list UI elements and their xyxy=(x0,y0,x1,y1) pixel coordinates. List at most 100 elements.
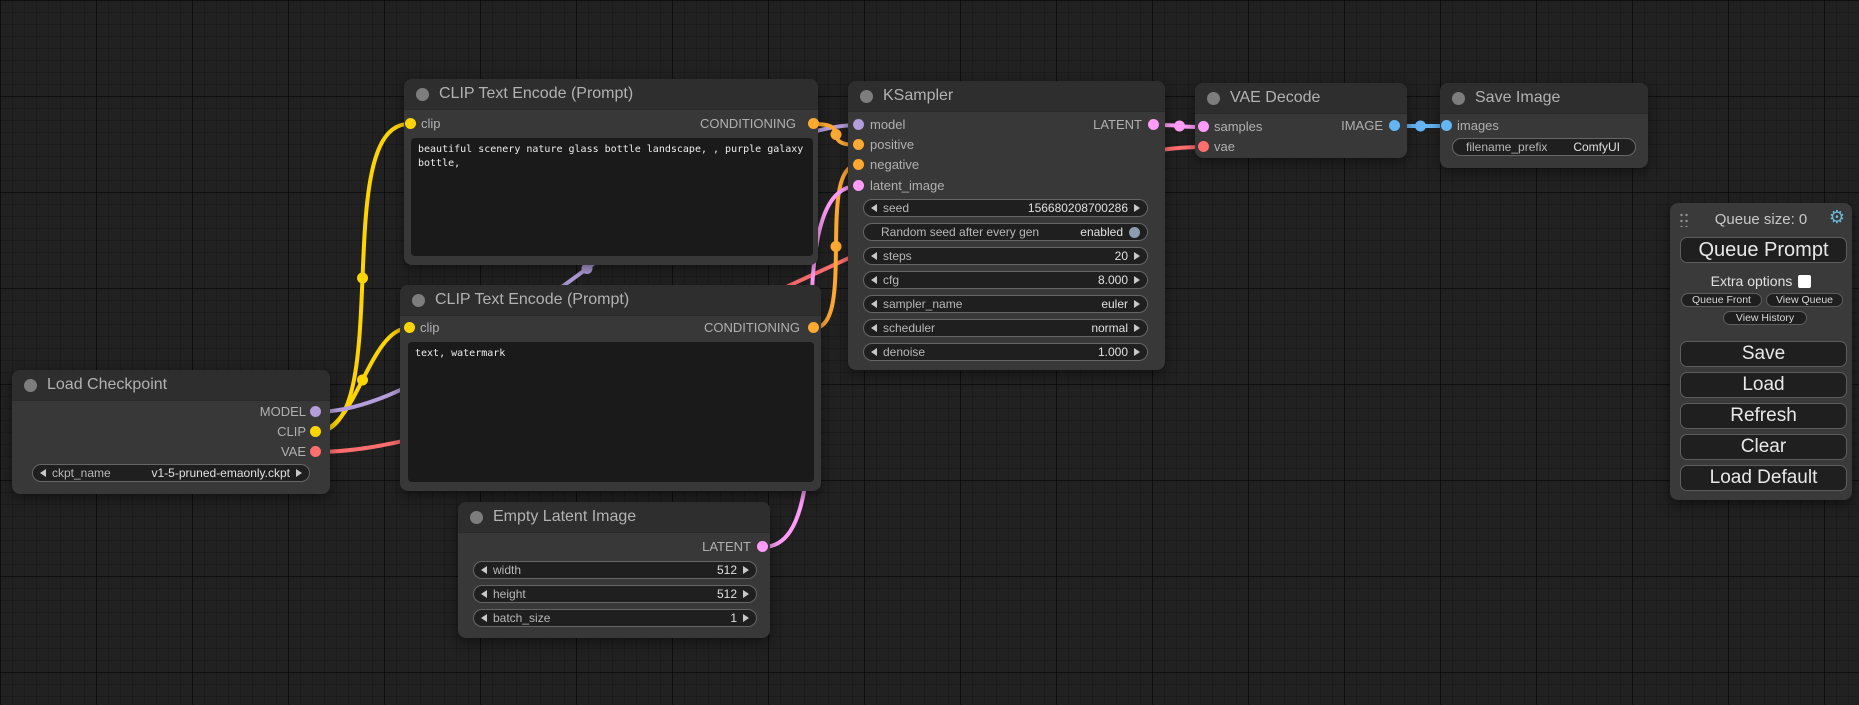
increment-arrow-icon[interactable] xyxy=(1134,276,1140,284)
collapse-dot-icon[interactable] xyxy=(1207,91,1220,105)
seed-widget[interactable]: seed 156680208700286 xyxy=(863,199,1148,217)
output-slot-image[interactable] xyxy=(1389,120,1400,131)
load-button[interactable]: Load xyxy=(1680,372,1847,398)
drag-handle-icon[interactable] xyxy=(1679,212,1688,227)
queue-front-button[interactable]: Queue Front xyxy=(1681,293,1762,307)
clear-button[interactable]: Clear xyxy=(1680,434,1847,460)
increment-arrow-icon[interactable] xyxy=(1134,300,1140,308)
batch-size-widget[interactable]: batch_size 1 xyxy=(473,609,757,627)
ckpt-name-widget[interactable]: ckpt_name v1-5-pruned-emaonly.ckpt xyxy=(32,464,310,482)
decrement-arrow-icon[interactable] xyxy=(481,566,487,574)
output-slot-latent[interactable] xyxy=(757,541,768,552)
input-slot-vae[interactable] xyxy=(1198,141,1209,152)
output-slot-model[interactable] xyxy=(310,406,321,417)
output-slot-conditioning[interactable] xyxy=(808,118,819,129)
input-slot-samples[interactable] xyxy=(1198,121,1209,132)
input-slot-positive[interactable] xyxy=(853,139,864,150)
increment-arrow-icon[interactable] xyxy=(1134,204,1140,212)
input-slot-clip[interactable] xyxy=(404,322,415,333)
cfg-widget[interactable]: cfg 8.000 xyxy=(863,271,1148,289)
prompt-textarea[interactable]: text, watermark xyxy=(408,342,814,482)
decrement-arrow-icon[interactable] xyxy=(40,469,46,477)
width-widget[interactable]: width 512 xyxy=(473,561,757,579)
node-titlebar[interactable]: CLIP Text Encode (Prompt) xyxy=(400,285,821,316)
widget-label: filename_prefix xyxy=(1466,140,1548,154)
increment-arrow-icon[interactable] xyxy=(1134,252,1140,260)
height-widget[interactable]: height 512 xyxy=(473,585,757,603)
prompt-textarea[interactable]: beautiful scenery nature glass bottle la… xyxy=(411,138,813,256)
decrement-arrow-icon[interactable] xyxy=(871,300,877,308)
random-seed-toggle-widget[interactable]: Random seed after every gen enabled xyxy=(863,223,1148,241)
input-slot-clip[interactable] xyxy=(405,118,416,129)
input-slot-negative[interactable] xyxy=(853,159,864,170)
decrement-arrow-icon[interactable] xyxy=(871,348,877,356)
toggle-indicator-icon[interactable] xyxy=(1129,226,1140,238)
input-slot-model[interactable] xyxy=(853,119,864,130)
increment-arrow-icon[interactable] xyxy=(296,469,302,477)
collapse-dot-icon[interactable] xyxy=(1452,91,1465,105)
increment-arrow-icon[interactable] xyxy=(743,566,749,574)
extra-options-checkbox[interactable] xyxy=(1798,274,1812,288)
output-label-clip: CLIP xyxy=(277,424,306,439)
widget-value: enabled xyxy=(1080,225,1123,239)
decrement-arrow-icon[interactable] xyxy=(871,204,877,212)
refresh-button[interactable]: Refresh xyxy=(1680,403,1847,429)
decrement-arrow-icon[interactable] xyxy=(871,324,877,332)
output-slot-conditioning[interactable] xyxy=(808,322,819,333)
input-label-samples: samples xyxy=(1214,119,1263,134)
denoise-widget[interactable]: denoise 1.000 xyxy=(863,343,1148,361)
node-titlebar[interactable]: Load Checkpoint xyxy=(12,370,330,401)
decrement-arrow-icon[interactable] xyxy=(481,590,487,598)
output-label-vae: VAE xyxy=(280,444,306,459)
node-titlebar[interactable]: VAE Decode xyxy=(1195,83,1407,114)
collapse-dot-icon[interactable] xyxy=(24,378,37,392)
collapse-dot-icon[interactable] xyxy=(860,89,873,103)
node-load-checkpoint[interactable]: Load Checkpoint MODEL CLIP VAE ckpt_name… xyxy=(12,370,330,494)
widget-value: 1.000 xyxy=(1097,345,1128,359)
extra-options-label: Extra options xyxy=(1710,273,1793,289)
input-label-negative: negative xyxy=(870,157,920,172)
node-titlebar[interactable]: Save Image xyxy=(1440,83,1648,114)
collapse-dot-icon[interactable] xyxy=(412,293,425,307)
view-history-button[interactable]: View History xyxy=(1723,311,1807,325)
increment-arrow-icon[interactable] xyxy=(743,614,749,622)
link-midpoint-dot xyxy=(357,374,368,386)
sampler-name-widget[interactable]: sampler_name euler xyxy=(863,295,1148,313)
widget-value: 512 xyxy=(716,587,737,601)
node-save-image[interactable]: Save Image images filename_prefix ComfyU… xyxy=(1440,83,1648,168)
decrement-arrow-icon[interactable] xyxy=(481,614,487,622)
node-titlebar[interactable]: KSampler xyxy=(848,81,1165,112)
input-label-clip: clip xyxy=(420,320,440,335)
queue-prompt-button[interactable]: Queue Prompt xyxy=(1680,237,1847,263)
decrement-arrow-icon[interactable] xyxy=(871,252,877,260)
increment-arrow-icon[interactable] xyxy=(1134,348,1140,356)
gear-icon[interactable]: ⚙ xyxy=(1828,207,1845,228)
scheduler-widget[interactable]: scheduler normal xyxy=(863,319,1148,337)
node-vae-decode[interactable]: VAE Decode samples vae IMAGE xyxy=(1195,83,1407,158)
node-ksampler[interactable]: KSampler model positive negative latent_… xyxy=(848,81,1165,370)
decrement-arrow-icon[interactable] xyxy=(871,276,877,284)
increment-arrow-icon[interactable] xyxy=(1134,324,1140,332)
save-button[interactable]: Save xyxy=(1680,341,1847,367)
output-slot-clip[interactable] xyxy=(310,426,321,437)
load-default-button[interactable]: Load Default xyxy=(1680,465,1847,491)
node-clip-text-encode-positive[interactable]: CLIP Text Encode (Prompt) clip CONDITION… xyxy=(404,79,819,265)
output-slot-vae[interactable] xyxy=(310,446,321,457)
view-queue-button[interactable]: View Queue xyxy=(1766,293,1843,307)
node-titlebar[interactable]: CLIP Text Encode (Prompt) xyxy=(404,79,818,110)
node-empty-latent-image[interactable]: Empty Latent Image LATENT width 512 heig… xyxy=(458,502,770,638)
collapse-dot-icon[interactable] xyxy=(416,87,429,101)
node-titlebar[interactable]: Empty Latent Image xyxy=(458,502,770,533)
input-slot-latent-image[interactable] xyxy=(853,180,864,191)
increment-arrow-icon[interactable] xyxy=(743,590,749,598)
output-slot-latent[interactable] xyxy=(1148,119,1159,130)
collapse-dot-icon[interactable] xyxy=(470,510,483,524)
input-label-vae: vae xyxy=(1214,139,1235,154)
filename-prefix-widget[interactable]: filename_prefix ComfyUI xyxy=(1452,138,1636,156)
widget-value: euler xyxy=(1101,297,1128,311)
input-slot-images[interactable] xyxy=(1441,120,1452,131)
widget-value: 8.000 xyxy=(1097,273,1128,287)
steps-widget[interactable]: steps 20 xyxy=(863,247,1148,265)
node-clip-text-encode-negative[interactable]: CLIP Text Encode (Prompt) clip CONDITION… xyxy=(400,285,821,491)
